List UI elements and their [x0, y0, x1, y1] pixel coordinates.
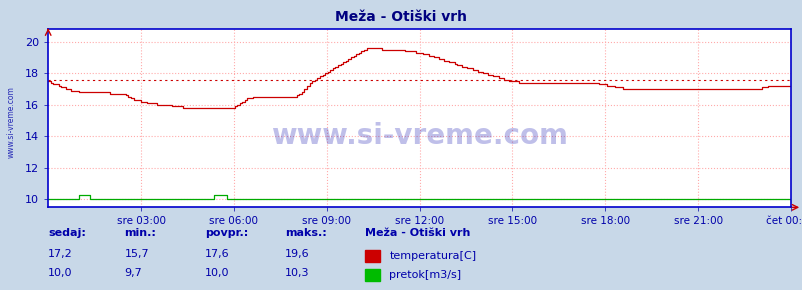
Text: 9,7: 9,7: [124, 268, 142, 278]
Text: maks.:: maks.:: [285, 228, 326, 238]
Text: 19,6: 19,6: [285, 249, 310, 259]
Text: Meža - Otiški vrh: Meža - Otiški vrh: [365, 228, 470, 238]
Text: sedaj:: sedaj:: [48, 228, 86, 238]
Text: temperatura[C]: temperatura[C]: [389, 251, 476, 261]
Text: 17,2: 17,2: [48, 249, 73, 259]
Text: www.si-vreme.com: www.si-vreme.com: [6, 86, 15, 158]
Text: 10,0: 10,0: [48, 268, 73, 278]
Text: min.:: min.:: [124, 228, 156, 238]
Text: 15,7: 15,7: [124, 249, 149, 259]
Text: pretok[m3/s]: pretok[m3/s]: [389, 271, 461, 280]
Text: povpr.:: povpr.:: [205, 228, 248, 238]
Text: Meža - Otiški vrh: Meža - Otiški vrh: [335, 10, 467, 24]
Text: www.si-vreme.com: www.si-vreme.com: [271, 122, 567, 150]
Text: 10,3: 10,3: [285, 268, 310, 278]
Text: 17,6: 17,6: [205, 249, 229, 259]
Text: 10,0: 10,0: [205, 268, 229, 278]
